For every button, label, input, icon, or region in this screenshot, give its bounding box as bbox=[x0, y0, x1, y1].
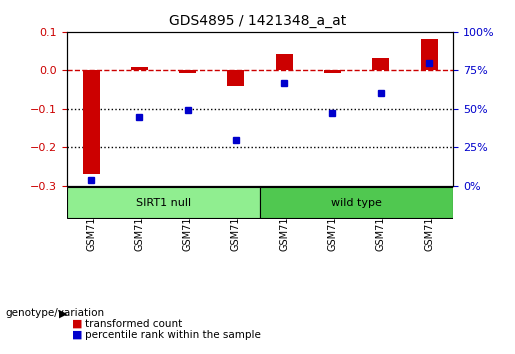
Bar bbox=[421, 39, 438, 70]
Bar bbox=[82, 70, 99, 174]
Bar bbox=[276, 54, 293, 70]
Bar bbox=[372, 58, 389, 70]
Text: GDS4895 / 1421348_a_at: GDS4895 / 1421348_a_at bbox=[169, 14, 346, 28]
FancyBboxPatch shape bbox=[260, 188, 453, 218]
Text: wild type: wild type bbox=[331, 198, 382, 208]
Bar bbox=[324, 70, 341, 73]
Bar bbox=[131, 67, 148, 70]
Text: ▶: ▶ bbox=[59, 308, 68, 318]
Bar bbox=[228, 70, 245, 86]
Text: ■: ■ bbox=[72, 319, 82, 329]
FancyBboxPatch shape bbox=[67, 188, 260, 218]
Text: genotype/variation: genotype/variation bbox=[5, 308, 104, 318]
Text: ■: ■ bbox=[72, 330, 82, 339]
Text: transformed count: transformed count bbox=[85, 319, 182, 329]
Text: SIRT1 null: SIRT1 null bbox=[136, 198, 191, 208]
Text: percentile rank within the sample: percentile rank within the sample bbox=[85, 330, 261, 339]
Bar bbox=[179, 70, 196, 73]
